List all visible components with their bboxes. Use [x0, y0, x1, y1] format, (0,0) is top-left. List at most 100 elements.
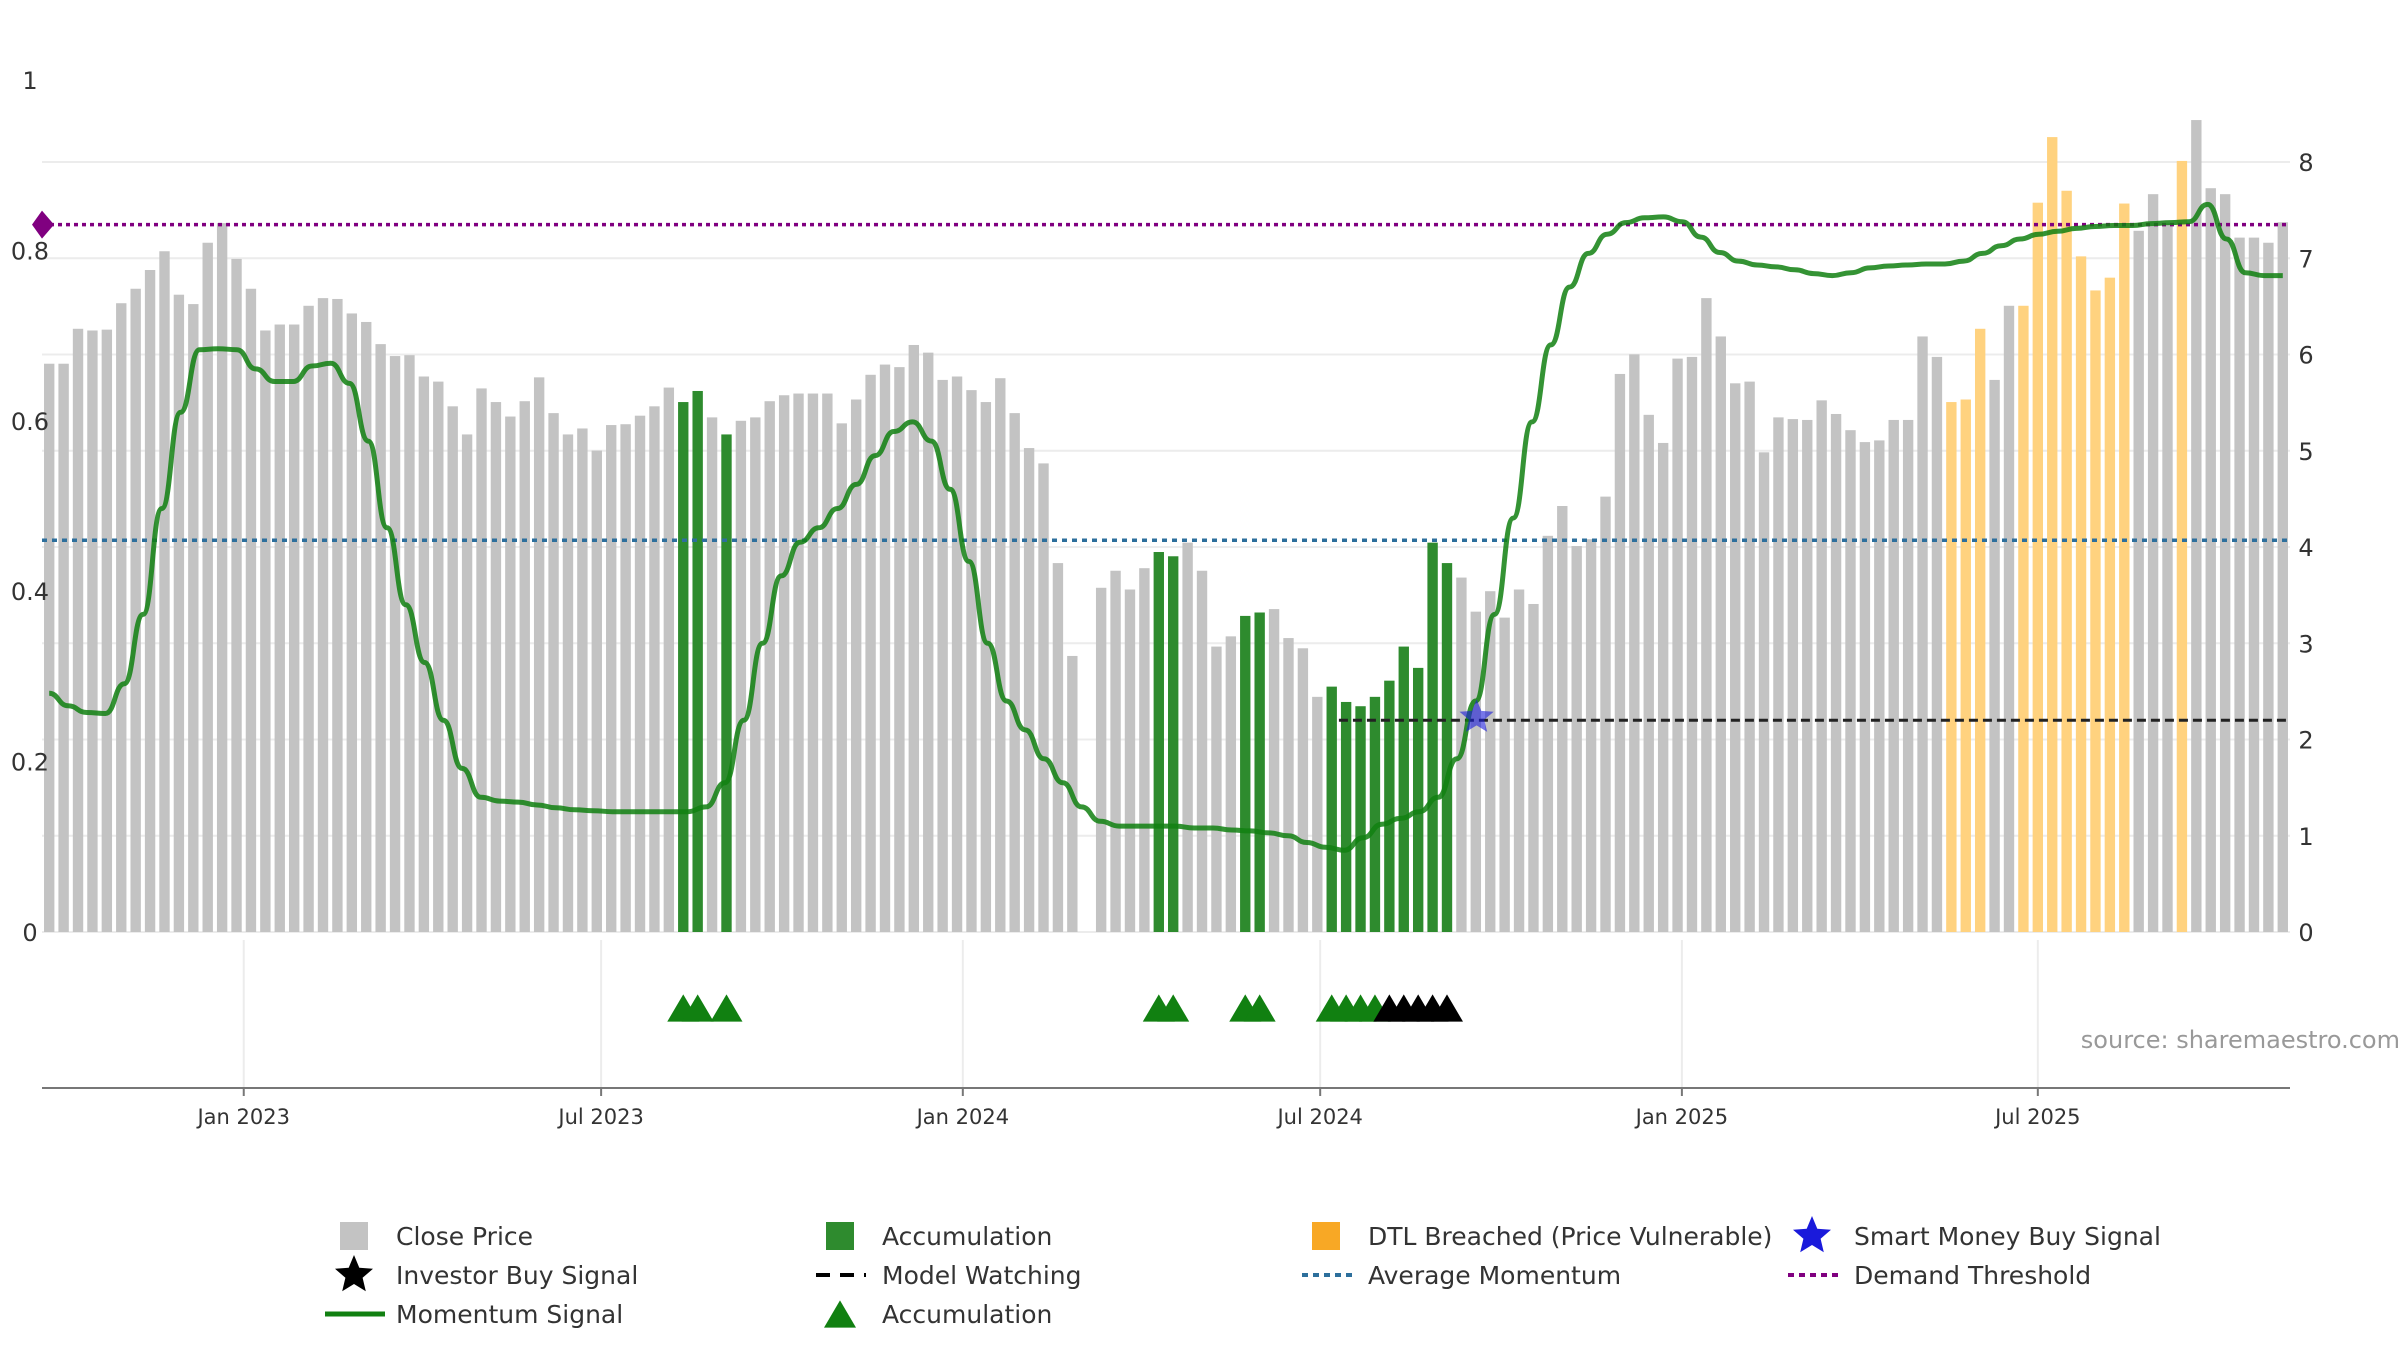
x-tick-label: Jan 2023 [195, 1105, 290, 1129]
close-price-bar [1888, 419, 1899, 932]
close-price-bar [577, 428, 588, 932]
legend-label: Average Momentum [1368, 1261, 1621, 1290]
close-price-bar [2003, 305, 2015, 932]
close-price-bar [1312, 696, 1323, 932]
legend-item-avgmom: Average Momentum [1302, 1261, 1621, 1290]
legend-swatch [340, 1222, 368, 1250]
dtl-breached-bar [1960, 399, 1971, 932]
left-y-tick-label: 0.6 [11, 408, 49, 436]
close-price-bar [1528, 603, 1539, 932]
legend-item-accum_tri: Accumulation [824, 1300, 1052, 1329]
legend-swatch [1312, 1222, 1340, 1250]
legend-label: Model Watching [882, 1261, 1082, 1290]
close-price-bar [317, 298, 329, 932]
smart-money-buy-star [1459, 699, 1494, 732]
accumulation-triangle [1157, 994, 1190, 1022]
close-price-bar [1124, 589, 1136, 932]
close-price-bar [2263, 242, 2274, 932]
accumulation-bar [721, 434, 732, 932]
close-price-bar [173, 294, 185, 933]
close-price-bar [490, 402, 502, 932]
demand-threshold-diamond [32, 210, 54, 239]
close-price-bar [879, 364, 891, 932]
close-price-bar [1023, 448, 1035, 932]
close-price-bar [2191, 120, 2202, 932]
close-price-bar [1542, 535, 1554, 932]
x-tick-label: Jul 2023 [556, 1105, 643, 1129]
left-y-tick-label: 0 [22, 919, 37, 947]
left-y-tick-label: 0.4 [11, 578, 49, 606]
close-price-bar [1052, 563, 1064, 932]
close-price-bar [1686, 356, 1698, 932]
close-price-bar [58, 363, 69, 932]
accumulation-bar [1153, 552, 1164, 932]
legend-swatch [826, 1222, 854, 1250]
legend-item-close: Close Price [340, 1222, 533, 1251]
close-price-bar [1874, 440, 1885, 932]
close-price-bar [303, 305, 314, 932]
accumulation-bar [1441, 563, 1453, 932]
close-price-bar [1802, 419, 1813, 932]
close-price-bar [533, 377, 545, 932]
close-price-bar [1902, 419, 1914, 932]
legend-swatch [335, 1255, 373, 1292]
legend-item-investor: Investor Buy Signal [335, 1255, 638, 1292]
close-price-bar [116, 303, 127, 932]
close-price-bar [1614, 373, 1626, 932]
close-price-bar [1787, 419, 1799, 932]
close-price-bar [447, 406, 458, 932]
close-price-bar [1095, 587, 1107, 932]
close-price-bar [562, 434, 574, 932]
accumulation-bar [1398, 646, 1409, 932]
close-price-bar [951, 376, 963, 933]
dtl-breached-bar [2047, 137, 2058, 933]
accumulation-bar [1355, 706, 1366, 932]
x-tick-label: Jan 2024 [915, 1105, 1010, 1129]
accumulation-bar [1340, 701, 1352, 932]
legend-item-smart: Smart Money Buy Signal [1793, 1216, 2161, 1253]
close-price-bar [663, 387, 675, 932]
close-price-bar [2205, 188, 2216, 933]
right-y-tick-label: 1 [2298, 823, 2313, 851]
legend-item-momentum: Momentum Signal [325, 1300, 623, 1329]
close-price-bar [1283, 638, 1294, 932]
right-y-tick-label: 0 [2298, 919, 2313, 947]
accumulation-triangle [1243, 994, 1276, 1022]
close-price-bar [980, 402, 992, 932]
legend-item-watching: Model Watching [816, 1261, 1082, 1290]
close-price-bar [159, 251, 170, 932]
close-price-bar [87, 330, 98, 932]
close-price-bar [649, 406, 660, 932]
legend-label: Accumulation [882, 1300, 1052, 1329]
accumulation-bar [1369, 696, 1381, 932]
axes: Jan 2023 Jul 2023 Jan 2024 Jul 2024 Jan 2025… [11, 67, 2314, 1129]
close-price-bar [793, 393, 804, 932]
accumulation-bar [678, 402, 689, 932]
close-price-bar [389, 356, 401, 933]
right-y-tick-label: 2 [2298, 727, 2313, 755]
close-price-bar [1211, 646, 1222, 932]
close-price-bar [1816, 400, 1827, 932]
close-price-bar [245, 288, 257, 932]
close-price-bar [1600, 496, 1611, 932]
close-price-bar [1657, 442, 1669, 932]
legend-label: Investor Buy Signal [396, 1261, 638, 1290]
close-price-bar [1830, 413, 1842, 932]
close-price-bar [634, 415, 646, 932]
close-price-bar [1571, 546, 1582, 932]
close-price-bar [2133, 230, 2144, 932]
close-price-bar [418, 376, 430, 933]
source-text: source: sharemaestro.com [2081, 1026, 2400, 1054]
legend-label: Demand Threshold [1854, 1261, 2091, 1290]
close-price-bar [44, 363, 55, 932]
close-price-bar [346, 313, 358, 932]
close-price-bar [865, 374, 876, 932]
close-price-bar [1513, 589, 1525, 932]
legend-item-demand: Demand Threshold [1788, 1261, 2091, 1290]
legend: Close Price Accumulation DTL Breached (Pri… [325, 1216, 2161, 1329]
close-price-bar [1182, 542, 1193, 932]
close-price-bar [2277, 222, 2288, 932]
close-price-bar [260, 330, 271, 932]
legend-label: Close Price [396, 1222, 533, 1251]
close-price-bar [1225, 636, 1237, 932]
